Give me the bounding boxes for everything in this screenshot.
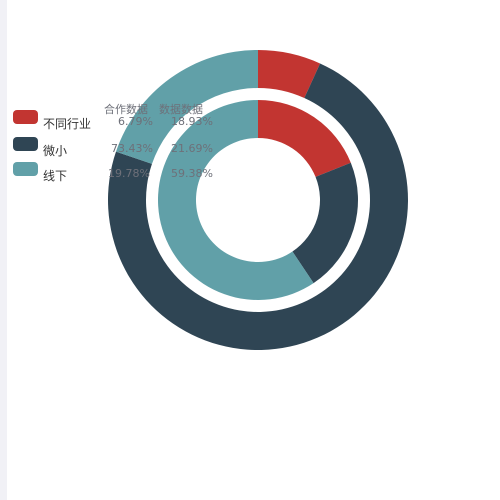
legend-label-offline: 线下 — [43, 169, 68, 183]
left-edge-strip — [0, 0, 7, 500]
legend-value-outer-industry: 6.79% — [118, 115, 153, 128]
outer-ring-slice-industry[interactable] — [258, 50, 321, 99]
legend-value-inner-micro: 21.69% — [171, 142, 213, 155]
legend-header-outer: 合作数据 — [104, 103, 148, 116]
legend-item-offline[interactable]: 线下 19.78% 59.38% — [13, 162, 228, 184]
legend-swatch-offline — [13, 162, 38, 176]
legend-value-outer-micro: 73.43% — [111, 142, 153, 155]
legend-swatch-micro — [13, 137, 38, 151]
legend: 合作数据 数据数据 不同行业 6.79% 18.93% 微小 73.43% 21… — [13, 101, 228, 184]
legend-label-micro: 微小 — [43, 144, 68, 158]
legend-swatch-industry — [13, 110, 38, 124]
legend-header-inner: 数据数据 — [159, 103, 203, 116]
legend-label-industry: 不同行业 — [43, 117, 92, 131]
legend-item-industry[interactable]: 不同行业 6.79% 18.93% — [13, 110, 228, 132]
inner-ring-slice-micro[interactable] — [292, 162, 359, 284]
legend-item-micro[interactable]: 微小 73.43% 21.69% — [13, 137, 228, 159]
inner-ring-slice-offline[interactable] — [157, 100, 314, 301]
legend-value-inner-offline: 59.38% — [171, 167, 213, 180]
legend-value-outer-offline: 19.78% — [108, 167, 150, 180]
inner-ring-slice-industry[interactable] — [258, 100, 351, 177]
legend-value-inner-industry: 18.93% — [171, 115, 213, 128]
outer-ring-slice-offline[interactable] — [115, 50, 258, 164]
